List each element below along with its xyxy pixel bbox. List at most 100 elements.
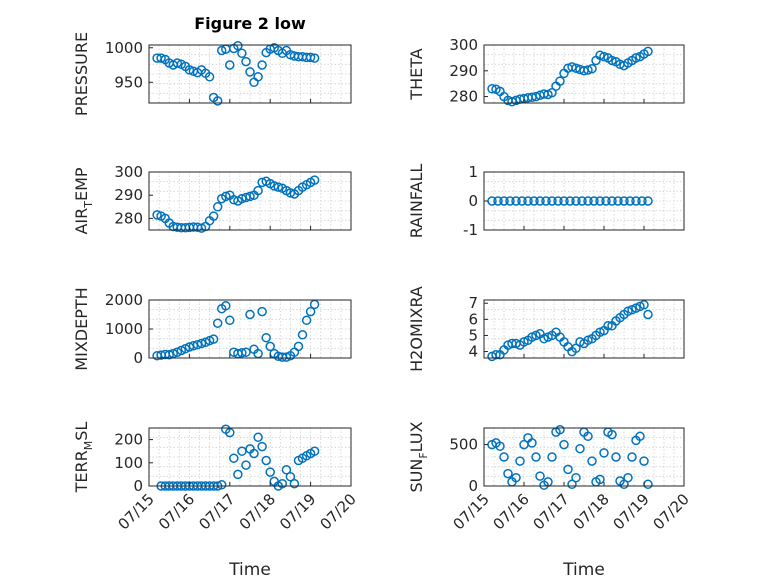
data-point — [208, 334, 219, 344]
data-point — [619, 479, 629, 490]
data-point — [229, 453, 239, 463]
data-point — [507, 96, 517, 107]
data-point — [237, 348, 247, 358]
data-point — [583, 196, 593, 206]
data-point — [607, 55, 617, 66]
y-axis-label: TERRMSL — [72, 422, 95, 494]
data-point — [204, 72, 215, 82]
data-point — [225, 427, 235, 438]
data-point — [152, 210, 162, 220]
y-tick-label: 1000 — [105, 39, 143, 57]
y-tick-label: 500 — [449, 436, 478, 454]
axes-box — [483, 44, 685, 104]
y-tick-label: 280 — [114, 209, 143, 227]
data-point — [196, 223, 207, 233]
data-point — [216, 45, 227, 56]
x-tick-label: 07/18 — [236, 490, 279, 533]
data-point — [164, 350, 174, 360]
data-point — [639, 456, 649, 466]
data-point — [639, 300, 649, 310]
data-point — [241, 347, 251, 357]
data-point — [583, 65, 593, 75]
data-point — [535, 196, 545, 206]
x-tick-label: 07/17 — [195, 490, 238, 533]
y-tick-label: 280 — [449, 88, 478, 106]
data-point — [245, 67, 255, 77]
data-point — [261, 455, 271, 466]
y-tick-label: 200 — [114, 431, 143, 449]
data-point — [635, 431, 645, 442]
data-point — [559, 439, 569, 450]
x-tick-label: 07/19 — [276, 490, 319, 533]
data-point — [493, 196, 503, 206]
data-point — [601, 196, 611, 206]
data-point — [305, 52, 316, 63]
data-point — [643, 196, 653, 206]
data-point — [221, 191, 231, 202]
y-tick-label: 0 — [468, 477, 478, 495]
data-point — [571, 196, 581, 206]
data-point — [531, 91, 541, 102]
data-point — [595, 474, 605, 485]
data-point — [305, 306, 316, 317]
data-point — [515, 456, 525, 466]
data-point — [571, 63, 581, 73]
data-point — [225, 60, 235, 70]
data-point — [487, 84, 497, 94]
data-point — [511, 196, 521, 206]
data-point — [233, 469, 243, 480]
data-point — [611, 452, 621, 462]
x-axis-label-right: Time — [562, 560, 605, 580]
data-point — [511, 472, 521, 483]
data-point — [631, 53, 641, 63]
x-tick-label: 07/17 — [530, 490, 573, 533]
data-point — [225, 315, 235, 326]
axes-box — [148, 171, 352, 231]
data-point — [643, 479, 653, 490]
y-tick-label: 7 — [468, 294, 478, 312]
y-tick-label: 6 — [468, 310, 478, 328]
y-tick-label: 300 — [449, 36, 478, 54]
data-point — [619, 196, 629, 206]
data-point — [529, 196, 539, 206]
data-point — [233, 40, 243, 51]
y-tick-label: 290 — [114, 186, 143, 204]
data-point — [595, 196, 605, 206]
data-point — [531, 452, 541, 462]
subplot-4: -1 0 1 RAINFALL — [407, 163, 685, 239]
data-point — [523, 196, 533, 206]
data-point — [643, 309, 653, 320]
data-point — [253, 72, 263, 82]
data-point — [261, 332, 271, 343]
y-tick-label: 0 — [133, 349, 143, 367]
figure-title: Figure 2 low — [194, 14, 306, 33]
data-point — [625, 196, 635, 206]
data-point — [623, 472, 633, 483]
subplot-2: 280 290 300 THETA — [407, 36, 685, 107]
y-tick-label: 300 — [114, 163, 143, 181]
subplot-1: 950 1000 PRESSURE — [72, 32, 352, 116]
data-point — [607, 429, 617, 440]
data-point — [245, 309, 255, 320]
x-tick-label: 07/19 — [610, 490, 653, 533]
data-point — [216, 480, 227, 490]
data-point — [571, 472, 581, 483]
data-point — [297, 330, 308, 340]
y-tick-label: 5 — [468, 326, 478, 344]
data-point — [309, 175, 320, 185]
data-point — [241, 56, 251, 67]
data-point — [527, 438, 537, 448]
data-point — [503, 468, 513, 479]
y-axis-label: SUNFLUX — [407, 421, 430, 492]
y-axis-label: AIRTEMP — [72, 167, 95, 234]
y-axis-label: PRESSURE — [72, 32, 91, 116]
x-tick-label: 07/18 — [570, 490, 613, 533]
data-point — [249, 77, 259, 88]
x-tick-label: 07/20 — [317, 490, 360, 533]
data-point — [587, 63, 597, 74]
x-tick-label: 07/15 — [115, 490, 158, 533]
data-point — [309, 299, 320, 310]
data-point — [495, 441, 505, 451]
